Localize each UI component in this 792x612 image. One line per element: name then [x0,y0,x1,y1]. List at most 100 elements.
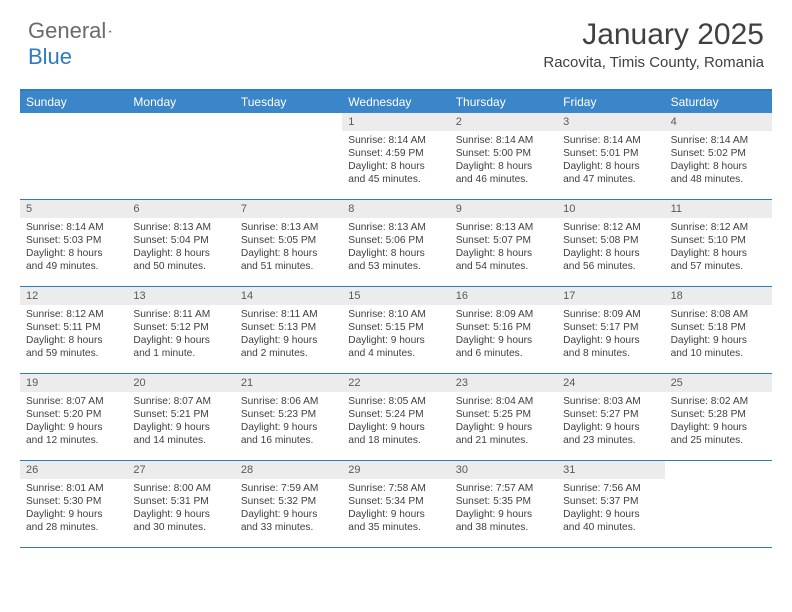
daylight-text: Daylight: 8 hours and 59 minutes. [26,334,121,360]
daylight-text: Daylight: 8 hours and 53 minutes. [348,247,443,273]
weekday-row: Sunday Monday Tuesday Wednesday Thursday… [20,91,772,113]
day-number: 13 [127,287,234,305]
daylight-text: Daylight: 9 hours and 23 minutes. [563,421,658,447]
logo: General [28,18,132,44]
month-title: January 2025 [543,18,764,52]
day-cell: 8Sunrise: 8:13 AMSunset: 5:06 PMDaylight… [342,200,449,286]
daylight-text: Daylight: 8 hours and 54 minutes. [456,247,551,273]
sunset-text: Sunset: 5:04 PM [133,234,228,247]
day-number: 19 [20,374,127,392]
day-number: 25 [665,374,772,392]
day-body: Sunrise: 8:03 AMSunset: 5:27 PMDaylight:… [557,392,664,451]
sunset-text: Sunset: 5:21 PM [133,408,228,421]
daylight-text: Daylight: 9 hours and 21 minutes. [456,421,551,447]
day-cell: . [127,113,234,199]
sunrise-text: Sunrise: 8:11 AM [133,308,228,321]
sunrise-text: Sunrise: 8:12 AM [671,221,766,234]
weekday-tue: Tuesday [235,91,342,113]
sunrise-text: Sunrise: 8:04 AM [456,395,551,408]
daylight-text: Daylight: 9 hours and 40 minutes. [563,508,658,534]
sunset-text: Sunset: 5:24 PM [348,408,443,421]
sunrise-text: Sunrise: 8:14 AM [456,134,551,147]
day-body: Sunrise: 8:07 AMSunset: 5:21 PMDaylight:… [127,392,234,451]
sunset-text: Sunset: 5:08 PM [563,234,658,247]
day-number: 4 [665,113,772,131]
daylight-text: Daylight: 9 hours and 33 minutes. [241,508,336,534]
sunrise-text: Sunrise: 8:13 AM [456,221,551,234]
day-body: Sunrise: 8:06 AMSunset: 5:23 PMDaylight:… [235,392,342,451]
day-body: Sunrise: 7:57 AMSunset: 5:35 PMDaylight:… [450,479,557,538]
day-cell: 23 Sunrise: 8:04 AMSunset: 5:25 PMDayligh… [450,374,557,460]
sunrise-text: Sunrise: 8:05 AM [348,395,443,408]
day-body: Sunrise: 8:11 AMSunset: 5:13 PMDaylight:… [235,305,342,364]
day-cell: 13Sunrise: 8:11 AMSunset: 5:12 PMDayligh… [127,287,234,373]
day-number: 23 [450,374,557,392]
day-body: Sunrise: 8:13 AMSunset: 5:05 PMDaylight:… [235,218,342,277]
sunrise-text: Sunrise: 8:12 AM [563,221,658,234]
day-number: 3 [557,113,664,131]
sunrise-text: Sunrise: 8:11 AM [241,308,336,321]
daylight-text: Daylight: 8 hours and 57 minutes. [671,247,766,273]
sunrise-text: Sunrise: 8:03 AM [563,395,658,408]
day-cell: 11 Sunrise: 8:12 AMSunset: 5:10 PMDayligh… [665,200,772,286]
day-number: 22 [342,374,449,392]
sunrise-text: Sunrise: 8:13 AM [241,221,336,234]
sunset-text: Sunset: 5:12 PM [133,321,228,334]
sunrise-text: Sunrise: 8:00 AM [133,482,228,495]
day-cell: 4Sunrise: 8:14 AMSunset: 5:02 PMDaylight… [665,113,772,199]
sunset-text: Sunset: 4:59 PM [348,147,443,160]
day-number: 15 [342,287,449,305]
daylight-text: Daylight: 9 hours and 10 minutes. [671,334,766,360]
sunset-text: Sunset: 5:10 PM [671,234,766,247]
daylight-text: Daylight: 9 hours and 18 minutes. [348,421,443,447]
day-cell: 15Sunrise: 8:10 AMSunset: 5:15 PMDayligh… [342,287,449,373]
day-cell: 3Sunrise: 8:14 AMSunset: 5:01 PMDaylight… [557,113,664,199]
sunrise-text: Sunrise: 8:02 AM [671,395,766,408]
day-number: 17 [557,287,664,305]
day-number: 24 [557,374,664,392]
sunset-text: Sunset: 5:17 PM [563,321,658,334]
sunrise-text: Sunrise: 8:14 AM [671,134,766,147]
day-cell: 5Sunrise: 8:14 AMSunset: 5:03 PMDaylight… [20,200,127,286]
day-number: 1 [342,113,449,131]
daylight-text: Daylight: 9 hours and 8 minutes. [563,334,658,360]
day-number: 16 [450,287,557,305]
location: Racovita, Timis County, Romania [543,54,764,71]
day-number: 11 [665,200,772,218]
daylight-text: Daylight: 9 hours and 4 minutes. [348,334,443,360]
day-cell: 10Sunrise: 8:12 AMSunset: 5:08 PMDayligh… [557,200,664,286]
daylight-text: Daylight: 9 hours and 2 minutes. [241,334,336,360]
sunrise-text: Sunrise: 8:08 AM [671,308,766,321]
sunset-text: Sunset: 5:35 PM [456,495,551,508]
day-cell: 7Sunrise: 8:13 AMSunset: 5:05 PMDaylight… [235,200,342,286]
week-row: 12Sunrise: 8:12 AMSunset: 5:11 PMDayligh… [20,287,772,374]
sunrise-text: Sunrise: 8:14 AM [348,134,443,147]
day-body: Sunrise: 8:05 AMSunset: 5:24 PMDaylight:… [342,392,449,451]
day-number: 27 [127,461,234,479]
daylight-text: Daylight: 8 hours and 50 minutes. [133,247,228,273]
day-number: 29 [342,461,449,479]
sunrise-text: Sunrise: 7:59 AM [241,482,336,495]
sunset-text: Sunset: 5:23 PM [241,408,336,421]
sunset-text: Sunset: 5:34 PM [348,495,443,508]
day-number: 12 [20,287,127,305]
sunset-text: Sunset: 5:25 PM [456,408,551,421]
daylight-text: Daylight: 8 hours and 45 minutes. [348,160,443,186]
day-cell: 24Sunrise: 8:03 AMSunset: 5:27 PMDayligh… [557,374,664,460]
sunset-text: Sunset: 5:03 PM [26,234,121,247]
week-row: 19Sunrise: 8:07 AMSunset: 5:20 PMDayligh… [20,374,772,461]
sunrise-text: Sunrise: 8:07 AM [26,395,121,408]
day-cell: . [665,461,772,547]
day-cell: 14Sunrise: 8:11 AMSunset: 5:13 PMDayligh… [235,287,342,373]
daylight-text: Daylight: 8 hours and 46 minutes. [456,160,551,186]
sunset-text: Sunset: 5:06 PM [348,234,443,247]
week-row: ...1Sunrise: 8:14 AMSunset: 4:59 PMDayli… [20,113,772,200]
day-number: 6 [127,200,234,218]
day-cell: 18Sunrise: 8:08 AMSunset: 5:18 PMDayligh… [665,287,772,373]
daylight-text: Daylight: 8 hours and 49 minutes. [26,247,121,273]
day-body: Sunrise: 8:13 AMSunset: 5:07 PMDaylight:… [450,218,557,277]
sunset-text: Sunset: 5:37 PM [563,495,658,508]
weekday-fri: Friday [557,91,664,113]
daylight-text: Daylight: 9 hours and 38 minutes. [456,508,551,534]
header: General January 2025 Racovita, Timis Cou… [0,0,792,79]
